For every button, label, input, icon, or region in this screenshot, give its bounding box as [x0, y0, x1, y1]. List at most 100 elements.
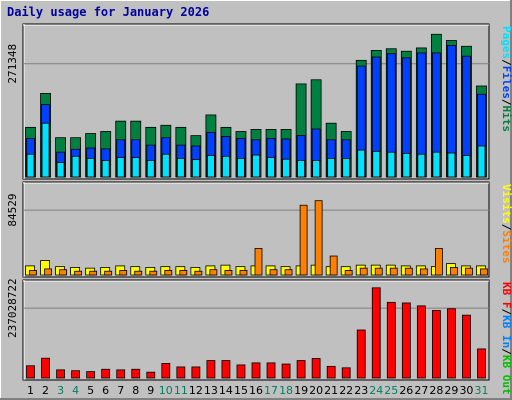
bar-sites-day-3	[59, 269, 67, 276]
bar-pages-day-30	[462, 155, 471, 178]
bar-pages-day-29	[447, 152, 456, 178]
y-max-label-top: 271348	[6, 44, 19, 84]
bar-kb-f-day-22	[341, 367, 351, 379]
bar-pages-day-23	[357, 149, 366, 178]
legend-hits: Hits	[500, 106, 512, 133]
bar-kb-f-day-8	[131, 368, 141, 379]
legend-separator: /	[500, 309, 512, 316]
panel-bottom: 237028722 KB F/KB In/KB Out	[6, 278, 512, 394]
bar-kb-f-day-5	[86, 371, 96, 379]
legend-kb-out: KB Out	[500, 355, 512, 395]
bar-sites-day-10	[164, 270, 173, 276]
x-tick-label: 2	[42, 384, 49, 397]
bar-sites-day-6	[104, 270, 113, 276]
bar-kb-f-day-30	[462, 314, 471, 379]
x-tick-label: 7	[117, 384, 124, 397]
bar-kb-f-day-13	[206, 360, 216, 379]
bar-sites-day-11	[179, 270, 188, 276]
x-tick-label: 31	[474, 384, 488, 397]
bar-kb-f-day-7	[116, 369, 126, 379]
x-tick-label: 29	[444, 384, 458, 397]
bar-pages-day-20	[312, 160, 321, 178]
bar-kb-f-day-28	[431, 310, 441, 379]
bar-kb-f-day-18	[281, 363, 291, 379]
bar-sites-day-29	[450, 267, 458, 276]
bar-pages-day-18	[282, 158, 290, 178]
legend-pages: Pages	[500, 26, 512, 59]
bar-pages-day-21	[327, 157, 336, 178]
bar-sites-day-13	[209, 269, 218, 276]
bar-sites-day-2	[44, 268, 52, 276]
bar-pages-day-19	[297, 160, 305, 178]
legend-visits: Visits	[500, 184, 512, 224]
legend-separator: /	[500, 224, 512, 231]
chart-title: Daily usage for January 2026	[7, 5, 209, 19]
bar-pages-day-11	[176, 157, 185, 178]
bar-pages-day-22	[342, 157, 351, 178]
x-tick-label: 10	[159, 384, 173, 397]
bar-kb-f-day-4	[71, 370, 81, 379]
bar-pages-day-14	[222, 155, 230, 178]
bar-kb-f-day-23	[356, 329, 366, 379]
x-tick-label: 26	[399, 384, 413, 397]
bar-kb-f-day-2	[41, 357, 50, 379]
bar-pages-day-28	[432, 151, 441, 178]
bar-kb-f-day-6	[101, 368, 111, 379]
bar-sites-day-16	[254, 248, 263, 276]
bar-kb-f-day-12	[191, 366, 201, 379]
x-tick-label: 4	[72, 384, 79, 397]
bar-pages-day-10	[161, 153, 170, 178]
x-tick-label: 18	[279, 384, 293, 397]
bar-sites-day-17	[269, 269, 278, 276]
bar-pages-day-6	[101, 160, 110, 178]
bar-sites-day-8	[134, 270, 143, 276]
legend-middle: Visits/Sites	[500, 184, 512, 264]
bar-pages-day-12	[191, 159, 200, 178]
bar-kb-f-day-11	[176, 366, 186, 379]
bar-kb-f-day-25	[386, 301, 396, 379]
bar-sites-day-22	[344, 270, 353, 276]
legend-kb-f: KB F	[500, 282, 512, 309]
bar-kb-f-day-10	[161, 363, 171, 379]
bar-sites-day-14	[224, 270, 233, 276]
legend-top: Pages/Files/Hits	[500, 26, 512, 132]
bar-sites-day-7	[119, 270, 128, 276]
x-tick-label: 16	[249, 384, 263, 397]
bar-pages-day-24	[372, 150, 381, 178]
bar-kb-f-day-9	[146, 371, 156, 379]
bar-pages-day-16	[252, 154, 260, 178]
bar-kb-f-day-3	[56, 369, 65, 379]
bar-kb-f-day-20	[311, 358, 321, 379]
bar-kb-f-day-14	[221, 360, 231, 379]
legend-kb-in: KB In	[500, 315, 512, 348]
x-tick-label: 1	[27, 384, 34, 397]
x-tick-label: 13	[204, 384, 218, 397]
bar-sites-day-9	[149, 270, 158, 276]
bar-sites-day-18	[284, 269, 293, 276]
bar-kb-f-day-27	[416, 305, 426, 379]
bar-sites-day-28	[434, 248, 443, 276]
x-tick-label: 24	[369, 384, 383, 397]
bar-kb-f-day-21	[326, 365, 336, 379]
bar-kb-f-day-16	[251, 362, 261, 379]
legend-bottom: KB F/KB In/KB Out	[500, 282, 512, 395]
bar-pages-day-25	[387, 151, 396, 178]
bar-sites-day-26	[404, 267, 413, 276]
x-tick-label: 21	[324, 384, 338, 397]
legend-sites: Sites	[500, 230, 512, 263]
x-tick-label: 3	[57, 384, 64, 397]
legend-files: Files	[500, 66, 512, 99]
bar-sites-day-27	[419, 268, 428, 276]
bar-pages-day-5	[86, 157, 95, 178]
bar-sites-day-19	[299, 204, 308, 276]
bar-sites-day-15	[239, 270, 248, 276]
bar-pages-day-8	[131, 157, 140, 178]
bar-pages-day-31	[477, 145, 486, 178]
x-tick-label: 12	[189, 384, 203, 397]
bar-sites-day-25	[389, 267, 398, 276]
x-tick-label: 11	[174, 384, 188, 397]
panel-top: 271348 Pages/Files/Hits	[6, 23, 512, 180]
bar-sites-day-20	[314, 200, 323, 276]
